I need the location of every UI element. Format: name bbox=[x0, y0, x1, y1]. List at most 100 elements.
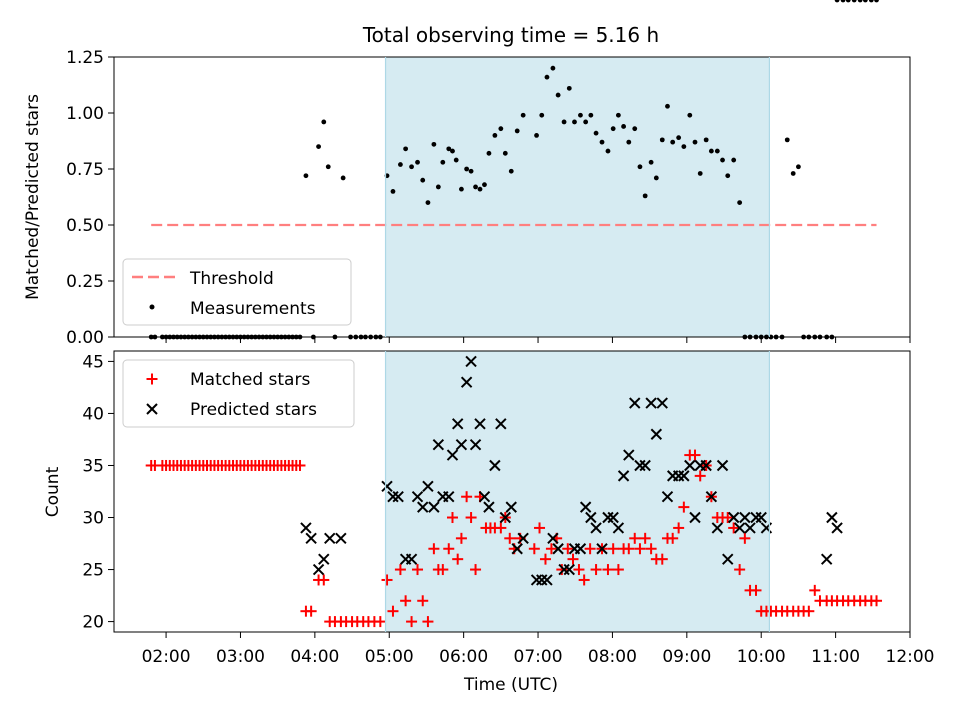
predicted-star-point-b bbox=[722, 553, 734, 565]
predicted-star-point-b bbox=[661, 490, 674, 503]
measurement-point bbox=[325, 164, 331, 170]
measurement-point bbox=[539, 112, 545, 118]
predicted-star-point bbox=[750, 511, 762, 524]
matched-star-point bbox=[739, 532, 751, 544]
predicted-star-point-b bbox=[300, 522, 312, 534]
predicted-star-point-b bbox=[474, 418, 486, 430]
top-y-tick-label: 0.75 bbox=[66, 160, 104, 180]
predicted-star-point-b bbox=[428, 501, 440, 513]
predicted-star-point-b bbox=[541, 574, 553, 586]
predicted-star-point bbox=[387, 490, 399, 503]
matched-star-point bbox=[562, 543, 574, 555]
predicted-star-point-b bbox=[684, 459, 696, 472]
matched-star-point bbox=[294, 459, 306, 471]
top-panel: 0.00 0.25 0.50 0.75 1.00 1.25 Matched/Predict… bbox=[23, 0, 911, 348]
measurement-point bbox=[572, 119, 577, 125]
measurement-point bbox=[502, 150, 508, 156]
measurement-point bbox=[834, 0, 840, 3]
matched-star-point bbox=[803, 605, 815, 617]
predicted-star-point bbox=[831, 522, 843, 534]
matched-legend-label: Matched stars bbox=[190, 370, 310, 390]
predicted-star-point bbox=[511, 543, 523, 555]
predicted-star-point-b bbox=[547, 532, 559, 545]
predicted-star-point bbox=[612, 522, 625, 534]
predicted-star-point-b bbox=[574, 543, 587, 555]
measurement-point bbox=[435, 184, 441, 190]
measurement-point bbox=[450, 148, 455, 154]
matched-star-point bbox=[495, 522, 507, 534]
predicted-star-point-b bbox=[451, 418, 464, 430]
predicted-star-point-b bbox=[443, 490, 455, 503]
bottom-y-tick-label: 45 bbox=[82, 352, 104, 372]
predicted-star-point bbox=[722, 553, 734, 565]
measurement-point bbox=[637, 164, 643, 170]
predicted-star-point-b bbox=[826, 511, 838, 524]
predicted-star-point-b bbox=[536, 574, 548, 586]
matched-star-point bbox=[578, 574, 590, 586]
matched-star-point bbox=[871, 595, 883, 607]
predicted-star-point bbox=[705, 490, 718, 503]
predicted-star-point bbox=[335, 532, 347, 545]
top-y-tick-label: 1.00 bbox=[66, 104, 104, 124]
matched-star-point bbox=[422, 616, 434, 628]
predicted-star-point-b bbox=[733, 522, 746, 534]
predicted-star-point-b bbox=[483, 501, 495, 513]
measurement-point bbox=[642, 193, 648, 199]
predicted-star-point bbox=[443, 490, 455, 503]
predicted-star-point bbox=[623, 449, 635, 461]
measurement-point bbox=[566, 85, 572, 91]
matched-star-point bbox=[584, 543, 596, 555]
top-observing-window bbox=[385, 57, 770, 337]
predicted-star-point bbox=[446, 449, 459, 461]
matched-star-point bbox=[689, 449, 701, 461]
predicted-star-point-b bbox=[755, 511, 767, 524]
measurement-point bbox=[874, 0, 879, 3]
matched-star-point bbox=[374, 616, 386, 628]
bottom-x-ticks: 02:00 03:00 04:00 05:00 06:00 07:00 08:00 09:00… bbox=[142, 632, 935, 667]
top-legend-box bbox=[122, 258, 352, 326]
predicted-star-point-b bbox=[392, 490, 404, 503]
predicted-star-point-b bbox=[602, 511, 614, 524]
predicted-star-point-b bbox=[612, 522, 625, 534]
predicted-star-point bbox=[552, 543, 564, 555]
predicted-star-point bbox=[639, 459, 651, 472]
bottom-legend-box bbox=[122, 359, 355, 428]
measurement-point bbox=[492, 133, 498, 138]
matched-star-point bbox=[394, 564, 406, 576]
measurement-point bbox=[390, 189, 396, 194]
predicted-star-point-b bbox=[650, 428, 663, 440]
top-y-tick-label: 1.25 bbox=[66, 48, 104, 68]
predicted-star-point bbox=[392, 490, 404, 503]
predicted-star-point-b bbox=[563, 563, 575, 576]
measurement-point bbox=[632, 126, 638, 132]
matched-star-point bbox=[446, 512, 458, 524]
measurement-point bbox=[665, 103, 670, 109]
measurement-point bbox=[845, 0, 851, 3]
matched-star-point bbox=[639, 532, 651, 544]
predicted-star-point bbox=[536, 574, 548, 586]
predicted-star-point bbox=[700, 459, 712, 472]
measurement-point bbox=[648, 159, 654, 165]
measurement-point bbox=[605, 148, 611, 154]
predicted-star-point-b bbox=[324, 532, 336, 545]
predicted-star-point-b bbox=[381, 480, 393, 493]
measurement-point bbox=[868, 0, 874, 3]
matched-star-point bbox=[678, 501, 690, 513]
predicted-star-point bbox=[381, 480, 393, 493]
predicted-star-point bbox=[645, 397, 657, 409]
predicted-star-point-b bbox=[750, 511, 762, 524]
measurement-point bbox=[498, 126, 504, 132]
measurement-point bbox=[670, 139, 676, 145]
predicted-star-point-b bbox=[478, 490, 491, 503]
matched-star-point bbox=[573, 564, 585, 576]
matched-star-point bbox=[461, 491, 473, 503]
predicted-star-point-b bbox=[530, 574, 543, 586]
measurement-point bbox=[697, 171, 703, 176]
predicted-star-point bbox=[650, 428, 663, 440]
measurement-point bbox=[687, 112, 693, 118]
measurement-point bbox=[544, 74, 550, 80]
measurement-point bbox=[593, 130, 599, 136]
matched-star-point bbox=[556, 564, 568, 576]
predicted-star-point-b bbox=[499, 511, 512, 524]
